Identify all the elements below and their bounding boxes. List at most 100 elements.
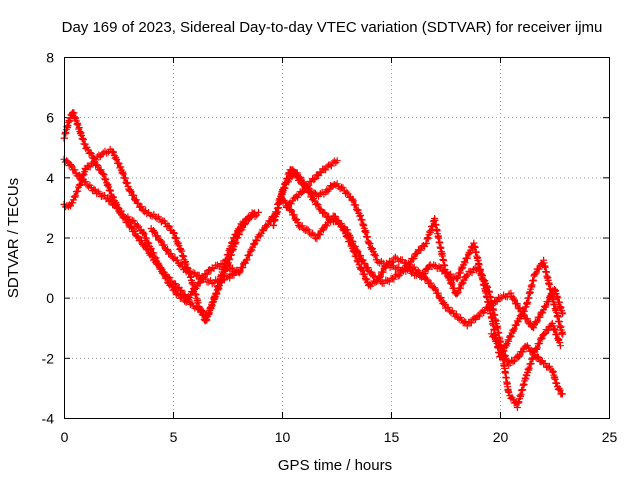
data-point <box>281 198 289 206</box>
data-point <box>476 312 484 320</box>
data-point <box>164 222 172 230</box>
data-point <box>154 232 162 240</box>
data-point <box>352 201 360 209</box>
data-point <box>71 193 79 201</box>
data-point <box>313 191 321 199</box>
data-point <box>164 273 172 281</box>
data-point <box>410 254 418 262</box>
data-point <box>111 199 119 207</box>
data-point <box>167 250 175 258</box>
data-point <box>305 188 313 196</box>
data-point <box>93 161 101 169</box>
data-point <box>525 364 533 372</box>
data-point <box>72 114 80 122</box>
data-point <box>105 183 113 191</box>
data-point <box>130 191 138 199</box>
data-point <box>338 222 346 230</box>
data-point <box>417 246 425 254</box>
data-point <box>422 274 430 282</box>
data-point <box>178 286 186 294</box>
data-point <box>151 255 158 263</box>
data-point <box>145 239 153 247</box>
data-point <box>241 259 249 267</box>
data-point <box>360 270 368 278</box>
data-point <box>491 333 499 341</box>
data-point <box>240 219 248 227</box>
data-point <box>228 239 235 247</box>
data-point <box>556 342 564 350</box>
data-point <box>68 162 76 170</box>
axis-ticks: 0 5 10 15 20 25 -4 -2 0 2 4 6 8 <box>42 50 618 446</box>
data-point <box>305 181 313 189</box>
data-point <box>499 347 507 355</box>
data-point <box>70 193 78 200</box>
y-tick-label: -4 <box>42 411 55 427</box>
data-point <box>515 353 522 361</box>
data-point <box>233 266 241 274</box>
x-axis-label: GPS time / hours <box>278 457 392 474</box>
data-point <box>189 268 197 276</box>
data-points <box>60 109 567 411</box>
data-point <box>460 258 468 266</box>
data-point <box>139 228 147 236</box>
data-point <box>496 341 504 349</box>
data-point <box>304 182 311 190</box>
data-point <box>459 264 467 272</box>
data-point <box>78 176 86 184</box>
data-point <box>348 196 356 204</box>
data-point <box>471 264 479 272</box>
data-point <box>314 201 322 209</box>
data-point <box>177 246 185 254</box>
data-point <box>134 221 141 229</box>
data-point <box>513 321 521 329</box>
data-point <box>555 336 563 343</box>
data-point <box>459 279 467 287</box>
data-point <box>520 307 528 315</box>
data-point <box>377 272 384 280</box>
data-point <box>137 237 145 244</box>
data-point <box>535 353 543 361</box>
data-point <box>516 352 524 360</box>
data-point <box>181 265 189 272</box>
data-point <box>468 269 476 277</box>
data-point <box>507 332 515 340</box>
data-point <box>541 303 549 311</box>
data-point <box>523 372 531 380</box>
data-point <box>533 345 540 353</box>
data-point <box>181 259 189 266</box>
data-point <box>538 335 546 343</box>
data-point <box>551 326 559 334</box>
data-point <box>243 256 251 264</box>
data-point <box>115 160 123 168</box>
data-point <box>466 249 474 257</box>
data-point <box>454 289 462 296</box>
data-point <box>127 188 135 195</box>
data-point <box>424 265 432 273</box>
data-point <box>507 289 515 297</box>
data-point <box>506 333 513 341</box>
data-point <box>313 200 321 208</box>
data-point <box>385 278 393 286</box>
x-tick-label: 0 <box>61 429 69 445</box>
series-track-4 <box>147 225 241 288</box>
data-point <box>279 188 287 196</box>
data-point <box>349 247 357 255</box>
data-point <box>90 185 98 193</box>
data-point <box>210 279 218 287</box>
data-point <box>165 274 173 282</box>
data-point <box>304 226 312 234</box>
data-point <box>461 259 469 267</box>
data-point <box>306 189 314 197</box>
data-point <box>333 157 341 165</box>
data-point <box>517 313 525 321</box>
data-point <box>456 269 464 277</box>
data-point <box>394 272 402 280</box>
data-point <box>528 355 536 363</box>
data-point <box>463 271 471 279</box>
data-point <box>322 166 330 174</box>
data-point <box>510 325 518 333</box>
data-point <box>131 228 139 235</box>
data-point <box>462 274 470 282</box>
data-point <box>210 265 218 272</box>
data-point <box>82 178 90 186</box>
